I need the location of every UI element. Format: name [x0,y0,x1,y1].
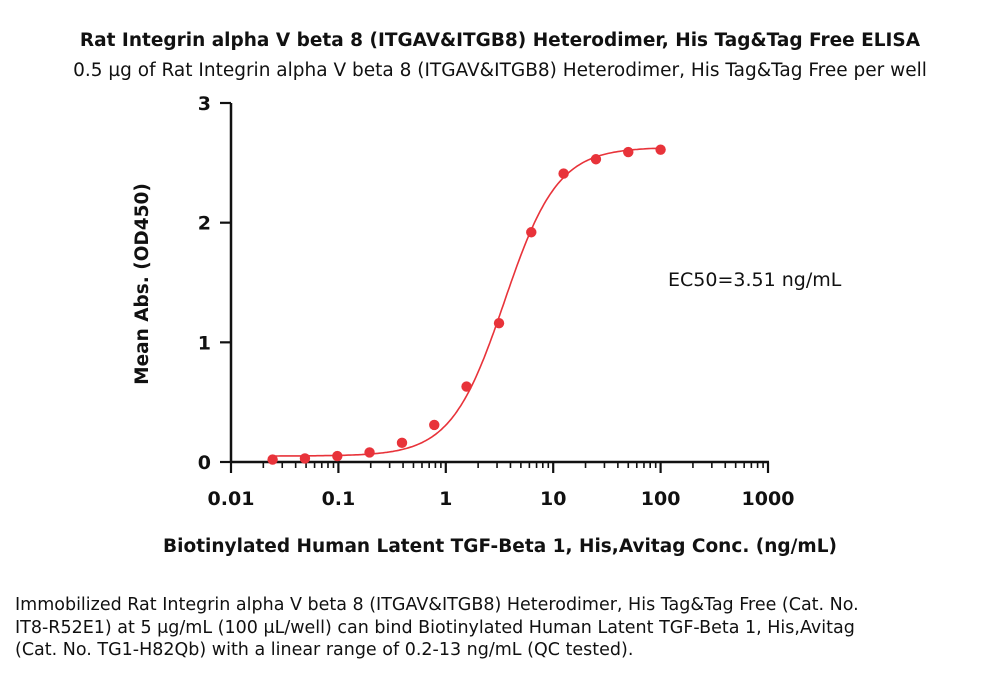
data-point [590,154,602,165]
data-point [364,447,375,458]
y-tick-label: 3 [198,93,211,115]
data-point [429,419,440,431]
data-point [396,437,408,449]
data-point [461,381,472,392]
axes [229,103,769,464]
x-axis-ticks: 0.01 0.1 1 10 100 1000 [208,462,795,510]
x-tick-label: 100 [641,488,681,510]
data-point [299,453,311,464]
y-axis-title: Mean Abs. (OD450) [132,183,153,385]
y-tick-label: 0 [198,452,211,474]
data-point [558,168,569,179]
data-point [332,450,343,462]
ec50-annotation: EC50=3.51 ng/mL [668,269,842,291]
data-points [267,144,666,465]
data-point [267,454,278,465]
y-axis-ticks: 0 1 2 3 [198,93,231,474]
x-tick-label: 1000 [742,488,795,510]
data-point [623,146,634,158]
x-tick-label: 10 [540,488,566,510]
figure-caption: Immobilized Rat Integrin alpha V beta 8 … [15,595,859,660]
data-point [655,144,666,155]
x-tick-label: 1 [439,488,452,510]
fit-curve [272,147,661,457]
x-axis-title: Biotinylated Human Latent TGF-Beta 1, Hi… [163,536,837,557]
data-point [526,227,537,238]
y-tick-label: 2 [198,213,211,235]
y-tick-label: 1 [198,332,211,354]
chart-subtitle: 0.5 µg of Rat Integrin alpha V beta 8 (I… [73,60,927,81]
x-tick-label: 0.01 [208,488,255,510]
data-point [493,317,505,329]
x-tick-label: 0.1 [322,488,356,510]
chart-plot: 0.01 0.1 1 10 100 1000 0 1 2 3 EC50=3.51 ng/mL B… [132,93,842,557]
chart-title: Rat Integrin alpha V beta 8 (ITGAV&ITGB8… [79,30,921,51]
